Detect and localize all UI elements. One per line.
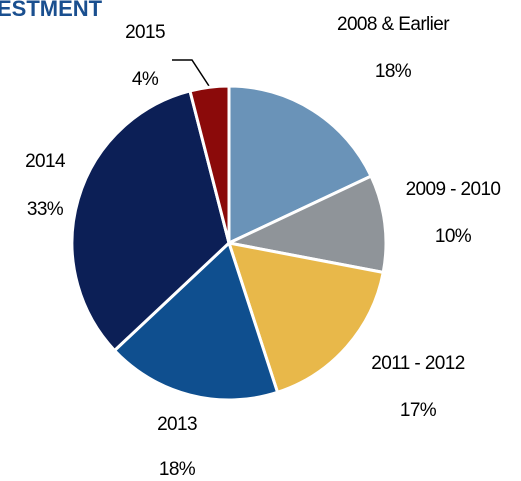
slice-label: 2014 bbox=[25, 151, 66, 172]
slice-value-label: 18% bbox=[375, 61, 412, 82]
slice-value-label: 10% bbox=[435, 226, 472, 247]
pie-slice bbox=[227, 241, 385, 394]
pie-slice bbox=[188, 84, 231, 245]
slice-label: 2008 & Earlier bbox=[337, 14, 450, 35]
pie-slice bbox=[113, 241, 280, 402]
slice-label: 2011 - 2012 bbox=[371, 353, 464, 374]
slice-value-label: 18% bbox=[159, 459, 196, 480]
leader-line bbox=[172, 59, 210, 87]
slice-label: 2015 bbox=[125, 22, 165, 43]
slice-value-label: 4% bbox=[132, 69, 159, 90]
chart-title: ESTMENT bbox=[0, 0, 103, 21]
pie-slice bbox=[227, 84, 373, 245]
pie-slice bbox=[227, 174, 388, 274]
slice-label: 2009 - 2010 bbox=[406, 179, 501, 200]
slice-value-label: 33% bbox=[27, 199, 64, 220]
slice-label: 2013 bbox=[157, 414, 197, 435]
pie-slice bbox=[70, 89, 231, 352]
slice-value-label: 17% bbox=[400, 400, 437, 421]
